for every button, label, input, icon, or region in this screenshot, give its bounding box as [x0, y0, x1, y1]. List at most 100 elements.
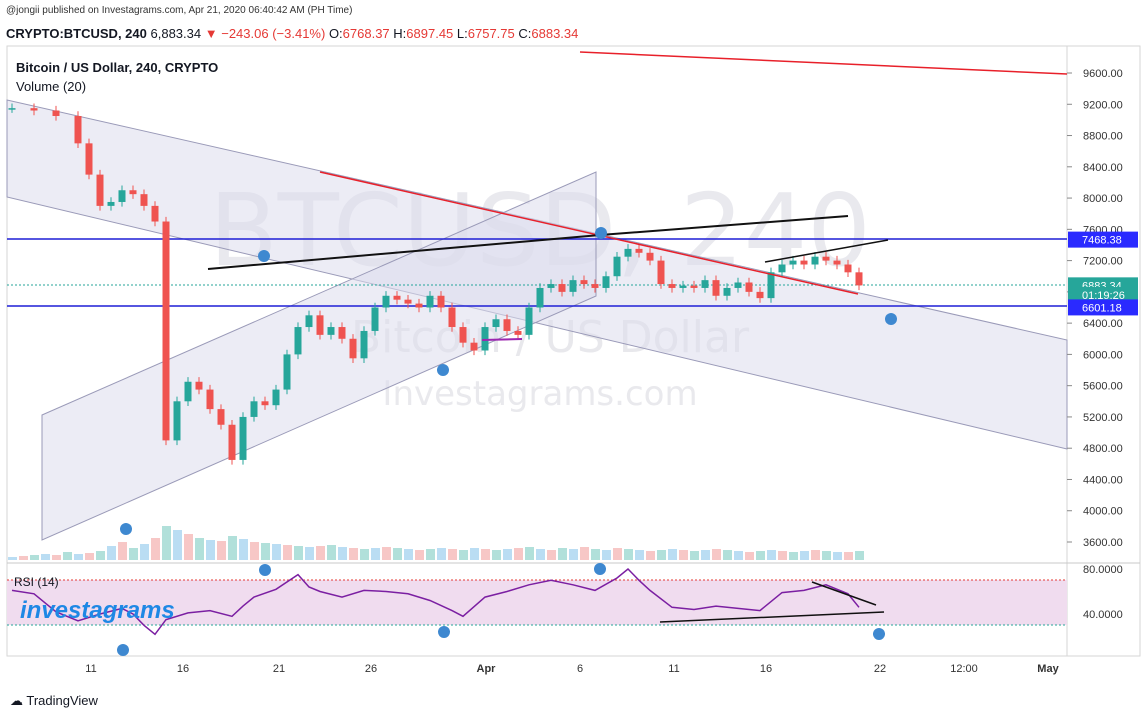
rsi-axis[interactable]: 80.0000 40.0000	[1083, 564, 1123, 621]
open-value: 6768.37	[342, 26, 390, 41]
black-trend-line-3	[764, 239, 889, 263]
volume-bar	[404, 549, 413, 560]
rsi-swing-marker	[259, 564, 271, 576]
volume-bar	[217, 541, 226, 560]
candle-body	[239, 416, 247, 460]
candle-body	[250, 401, 258, 417]
low-value: 6757.75	[467, 26, 515, 41]
volume-bar	[602, 550, 611, 560]
price-tick-label: 5200.00	[1083, 412, 1123, 424]
volume-bar	[525, 547, 534, 560]
volume-bar	[503, 549, 512, 560]
high-label: H:	[393, 26, 407, 41]
volume-bar	[382, 547, 391, 560]
candle-body	[107, 201, 115, 206]
candle-body	[393, 295, 401, 300]
volume-bar	[514, 548, 523, 560]
volume-bar	[822, 551, 831, 560]
high-value: 6897.45	[406, 26, 454, 41]
candle-body	[811, 256, 819, 265]
volume-bar	[316, 546, 325, 560]
volume-bar	[657, 550, 666, 560]
volume-bar	[437, 548, 446, 560]
volume-bar	[41, 554, 50, 560]
close-label: C:	[518, 26, 532, 41]
time-tick-label: May	[1037, 663, 1059, 675]
volume-bar	[800, 551, 809, 560]
candlestick-series	[8, 103, 863, 465]
volume-bar	[712, 549, 721, 560]
volume-indicator-label: Volume (20)	[16, 79, 86, 94]
rsi-swing-marker	[117, 644, 129, 656]
candle-body	[624, 248, 632, 257]
volume-bar	[63, 552, 72, 560]
volume-bar	[250, 542, 259, 560]
rsi-tick-label: 80.0000	[1083, 564, 1123, 576]
rsi-trend-line-lower	[659, 611, 885, 623]
volume-bar	[85, 553, 94, 560]
price-axis[interactable]: 9600.009200.008800.008400.008000.007600.…	[1067, 68, 1123, 549]
candle-body	[855, 272, 863, 286]
candle-body	[96, 174, 104, 206]
black-trend-line-2	[599, 215, 849, 236]
candle-body	[679, 285, 687, 288]
rsi-swing-marker	[438, 626, 450, 638]
candle-body	[316, 315, 324, 335]
volume-bar	[481, 549, 490, 560]
volume-bar	[415, 550, 424, 560]
black-trend-line-1	[207, 234, 601, 270]
price-tick-label: 4400.00	[1083, 474, 1123, 486]
volume-bar	[580, 547, 589, 560]
candle-body	[833, 260, 841, 265]
volume-bar	[459, 550, 468, 560]
volume-bar	[723, 550, 732, 560]
volume-bar	[679, 550, 688, 560]
candle-body	[382, 295, 390, 308]
tradingview-cloud-icon: ☁	[10, 693, 23, 708]
price-tick-label: 4000.00	[1083, 506, 1123, 518]
chart-frame	[6, 45, 1141, 657]
volume-bar	[690, 551, 699, 560]
volume-bar	[195, 538, 204, 560]
volume-bar	[371, 548, 380, 560]
price-label-text: 01:19:26	[1082, 290, 1125, 302]
volume-bar	[151, 538, 160, 560]
volume-bar	[140, 544, 149, 560]
volume-bar	[96, 551, 105, 560]
candle-body	[261, 401, 269, 406]
time-axis[interactable]: 11 16 21 26 Apr 6 11 16 22 12:00 May	[85, 663, 1059, 675]
swing-marker	[437, 364, 449, 376]
volume-bar	[833, 552, 842, 560]
volume-bar	[294, 546, 303, 560]
volume-bar	[701, 550, 710, 560]
candle-body	[294, 327, 302, 355]
volume-bar	[635, 550, 644, 560]
volume-bar	[162, 526, 171, 560]
candle-body	[547, 284, 555, 288]
volume-bar	[470, 548, 479, 560]
candle-body	[668, 284, 676, 288]
candle-body	[162, 221, 170, 441]
volume-bar	[305, 547, 314, 560]
price-tick-label: 5600.00	[1083, 381, 1123, 393]
time-tick-label: 26	[365, 663, 377, 675]
price-tick-label: 6000.00	[1083, 349, 1123, 361]
symbol-name[interactable]: CRYPTO:BTCUSD, 240	[6, 26, 147, 41]
price-tick-label: 6400.00	[1083, 318, 1123, 330]
candle-body	[767, 272, 775, 299]
price-tick-label: 8800.00	[1083, 131, 1123, 143]
time-tick-label: 12:00	[950, 663, 978, 675]
volume-bar	[591, 549, 600, 560]
publish-info-line: @jongii published on Investagrams.com, A…	[6, 5, 353, 16]
volume-bars	[8, 526, 864, 560]
volume-bar	[261, 543, 270, 560]
volume-bar	[393, 548, 402, 560]
candle-body	[85, 143, 93, 175]
candle-body	[503, 319, 511, 331]
candle-body	[195, 381, 203, 390]
time-tick-label: Apr	[477, 663, 497, 675]
tradingview-text: TradingView	[26, 693, 98, 708]
rsi-swing-marker	[594, 563, 606, 575]
volume-bar	[855, 551, 864, 560]
